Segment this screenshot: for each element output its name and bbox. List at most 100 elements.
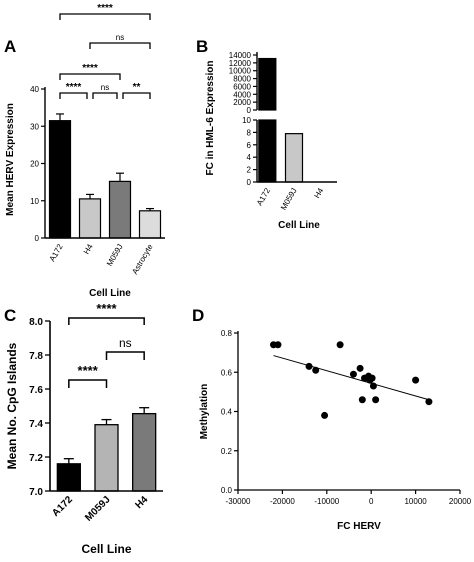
c-sig-bracket bbox=[68, 317, 145, 325]
c-ylabel: Mean No. CpG Islands bbox=[5, 342, 19, 469]
d-xtick-label: -10000 bbox=[314, 497, 339, 506]
d-point bbox=[356, 364, 364, 372]
b-xtick-label: H4 bbox=[312, 186, 325, 200]
b-ytick-label-lower: 4 bbox=[247, 153, 252, 162]
d-trendline bbox=[273, 355, 430, 401]
a-sig-bracket bbox=[59, 13, 151, 20]
b-ytick-label-lower: 2 bbox=[247, 166, 252, 175]
a-bar-H4 bbox=[78, 198, 102, 239]
c-ytick-label: 7.4 bbox=[29, 419, 43, 430]
panel-a-chart: 0 10 20 30 40 A172 H4 M059J Astrocyte Mean HERV E… bbox=[5, 3, 165, 299]
a-ytick-label: 10 bbox=[30, 197, 39, 206]
d-point bbox=[369, 382, 377, 390]
a-bar-Astrocyte bbox=[138, 210, 162, 239]
d-ytick-label: 0.0 bbox=[221, 486, 233, 495]
a-sig-label: **** bbox=[66, 82, 82, 93]
b-xtick-label: M059J bbox=[279, 187, 299, 212]
a-sig-bracket bbox=[59, 73, 121, 80]
a-sig-label: ns bbox=[116, 33, 124, 42]
a-sig-label: ns bbox=[101, 83, 109, 92]
b-bar-A172-upper bbox=[258, 57, 277, 111]
a-ytick-label: 30 bbox=[30, 122, 39, 131]
c-ytick-label: 8.0 bbox=[29, 317, 43, 328]
d-point bbox=[358, 396, 366, 404]
d-point bbox=[274, 341, 282, 349]
panel-letter-a: A bbox=[4, 37, 16, 56]
b-ytick-label-upper: 0 bbox=[247, 106, 252, 115]
c-xtick-label: M059J bbox=[83, 494, 112, 523]
b-ytick-label-upper: 10000 bbox=[229, 67, 252, 76]
panel-b-chart: 020004000600080001000012000140000246810A… bbox=[205, 51, 337, 231]
d-point bbox=[372, 396, 380, 404]
c-xtick-label: A172 bbox=[50, 494, 75, 519]
a-sig-bracket bbox=[92, 92, 118, 99]
panel-letter-b: B bbox=[196, 37, 208, 56]
c-ytick-label: 7.2 bbox=[29, 453, 43, 464]
a-bar-A172 bbox=[48, 120, 72, 239]
d-point bbox=[425, 398, 433, 406]
b-xtick-label: A172 bbox=[255, 186, 272, 207]
a-ytick-label: 0 bbox=[35, 234, 40, 243]
a-sig-label: **** bbox=[82, 63, 98, 74]
c-sig-label: **** bbox=[96, 301, 117, 316]
a-bar-M059J bbox=[108, 180, 132, 239]
d-ytick-label: 0.6 bbox=[221, 368, 233, 377]
c-sig-bracket bbox=[68, 379, 108, 388]
d-point bbox=[412, 376, 420, 384]
b-ytick-label-lower: 6 bbox=[247, 141, 252, 150]
c-xlabel: Cell Line bbox=[81, 542, 131, 556]
b-ytick-label-upper: 2000 bbox=[233, 98, 251, 107]
b-ylabel: FC in HML-6 Expression bbox=[205, 60, 216, 175]
d-point bbox=[349, 370, 357, 378]
d-xlabel: FC HERV bbox=[337, 521, 381, 532]
d-xtick-label: -30000 bbox=[226, 497, 251, 506]
a-sig-label: ** bbox=[133, 82, 141, 93]
c-xtick-label: H4 bbox=[133, 494, 150, 511]
b-ytick-label-lower: 8 bbox=[247, 128, 252, 137]
b-ytick-label-upper: 14000 bbox=[229, 51, 252, 60]
a-sig-label: **** bbox=[97, 3, 113, 14]
a-ylabel: Mean HERV Expression bbox=[5, 103, 16, 216]
a-sig-bracket bbox=[89, 42, 151, 49]
a-xlabel: Cell Line bbox=[89, 288, 131, 299]
c-bar-M059J bbox=[94, 424, 119, 492]
a-sig-bracket bbox=[122, 92, 151, 99]
a-xtick-label: A172 bbox=[48, 242, 65, 263]
d-ytick-label: 0.2 bbox=[221, 447, 233, 456]
a-ytick-label: 40 bbox=[30, 85, 39, 94]
d-xtick-label: 20000 bbox=[449, 497, 472, 506]
c-bar-A172 bbox=[56, 463, 81, 492]
d-xtick-label: -20000 bbox=[270, 497, 295, 506]
d-xtick-label: 0 bbox=[369, 497, 374, 506]
d-ytick-label: 0.8 bbox=[221, 329, 233, 338]
d-point bbox=[321, 411, 329, 419]
b-ytick-label-upper: 12000 bbox=[229, 59, 252, 68]
c-sig-label: ns bbox=[119, 336, 132, 350]
a-xtick-label: H4 bbox=[82, 242, 95, 256]
d-ylabel: Methylation bbox=[199, 384, 210, 440]
b-ytick-label-upper: 8000 bbox=[233, 75, 251, 84]
c-ytick-label: 7.6 bbox=[29, 385, 43, 396]
b-bar-A172-lower bbox=[258, 119, 277, 183]
b-xlabel: Cell Line bbox=[278, 220, 320, 231]
b-bar-M059J bbox=[284, 133, 304, 183]
d-xtick-label: 10000 bbox=[404, 497, 427, 506]
b-ytick-label-lower: 10 bbox=[242, 116, 251, 125]
a-xtick-label: Astrocyte bbox=[130, 242, 155, 276]
panel-letter-d: D bbox=[192, 306, 204, 325]
b-ytick-label-lower: 0 bbox=[247, 178, 252, 187]
c-ytick-label: 7.8 bbox=[29, 351, 43, 362]
c-ytick-label: 7.0 bbox=[29, 487, 43, 498]
a-ytick-label: 20 bbox=[30, 160, 39, 169]
panel-c-chart: 7.0 7.2 7.4 7.6 7.8 8.0 A172 M059J H4 Mean No. Cp… bbox=[5, 301, 163, 556]
b-ytick-label-upper: 4000 bbox=[233, 90, 251, 99]
panel-d-chart: -30000 -20000 -10000 0 10000 20000 0.0 0.2 0.4 0.… bbox=[199, 329, 472, 532]
c-sig-bracket bbox=[105, 351, 145, 360]
a-sig-bracket bbox=[59, 92, 88, 99]
d-ytick-label: 0.4 bbox=[221, 408, 233, 417]
a-xtick-label: M059J bbox=[105, 243, 125, 268]
b-ytick-label-upper: 6000 bbox=[233, 82, 251, 91]
panel-letter-c: C bbox=[4, 306, 16, 325]
d-point bbox=[305, 362, 313, 370]
